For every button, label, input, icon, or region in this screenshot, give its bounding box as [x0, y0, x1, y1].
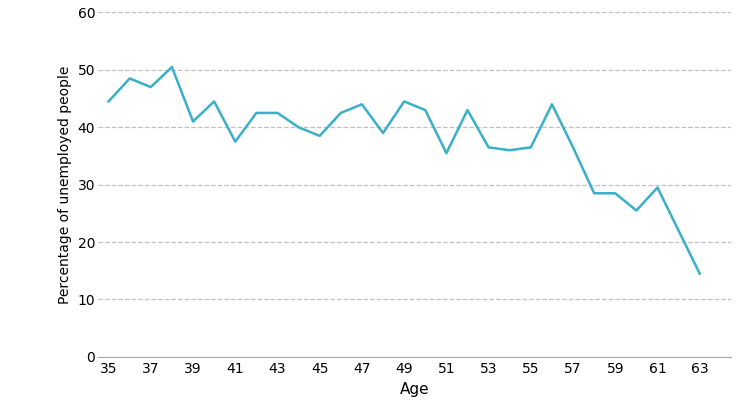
Y-axis label: Percentage of unemployed people: Percentage of unemployed people	[58, 66, 72, 304]
X-axis label: Age: Age	[400, 382, 430, 397]
